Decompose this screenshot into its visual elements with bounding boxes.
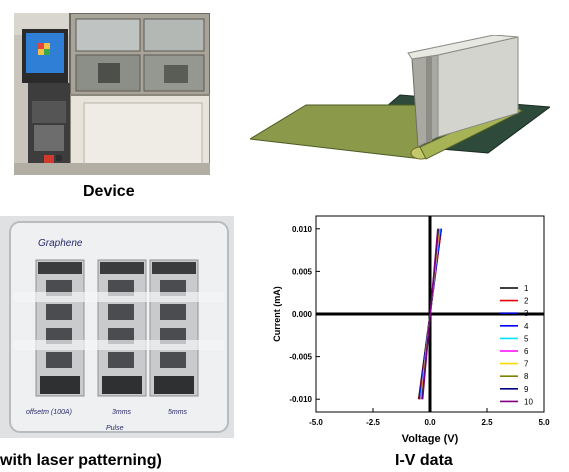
caption-iv: I-V data	[395, 452, 453, 470]
iv-chart-svg: -5.0 -2.5 0.0 2.5 5.0 0.010 0.005 0.000 -0.005 -0…	[262, 212, 569, 452]
legend-label-10: 10	[524, 397, 533, 406]
device-photo-image	[14, 13, 210, 175]
x-tick-label: -5.0	[309, 418, 323, 427]
bottom-right-label: 5mms	[168, 409, 188, 416]
x-tick-label: 2.5	[481, 418, 493, 427]
x-axis-label: Voltage (V)	[402, 433, 459, 445]
sample-photo: Graphene offsetm (100A) 3mms 5mms Pulse	[0, 216, 234, 438]
legend-label-1: 1	[524, 284, 529, 293]
legend-label-7: 7	[524, 360, 529, 369]
x-tick-label: 5.0	[538, 418, 550, 427]
x-tick-label: -2.5	[366, 418, 380, 427]
sample-photo-image: Graphene offsetm (100A) 3mms 5mms Pulse	[0, 216, 234, 438]
x-tick-label: 0.0	[424, 418, 436, 427]
y-tick-label: 0.010	[292, 225, 313, 234]
legend-label-3: 3	[524, 309, 529, 318]
caption-laser: with laser patterning)	[0, 452, 162, 470]
device-photo	[14, 13, 210, 175]
laser-model-illustration	[250, 35, 550, 165]
y-tick-label: -0.010	[289, 395, 312, 404]
legend-label-2: 2	[524, 297, 529, 306]
legend-label-4: 4	[524, 322, 529, 331]
legend-label-9: 9	[524, 385, 529, 394]
legend-label-6: 6	[524, 347, 529, 356]
bottom-left-label: offsetm (100A)	[26, 409, 72, 416]
bottom-mid-label: 3mms	[112, 409, 132, 416]
y-tick-label: 0.005	[292, 267, 313, 276]
iv-chart: -5.0 -2.5 0.0 2.5 5.0 0.010 0.005 0.000 -0.005 -0…	[262, 212, 569, 452]
y-axis-label: Current (mA)	[272, 286, 282, 342]
laser-model-image	[250, 35, 550, 165]
legend-label-5: 5	[524, 334, 529, 343]
bottom-note-label: Pulse	[106, 425, 124, 432]
y-tick-label: -0.005	[289, 353, 312, 362]
graphene-label: Graphene	[38, 238, 83, 249]
legend-label-8: 8	[524, 372, 529, 381]
caption-device: Device	[83, 183, 135, 201]
y-tick-label: 0.000	[292, 310, 313, 319]
